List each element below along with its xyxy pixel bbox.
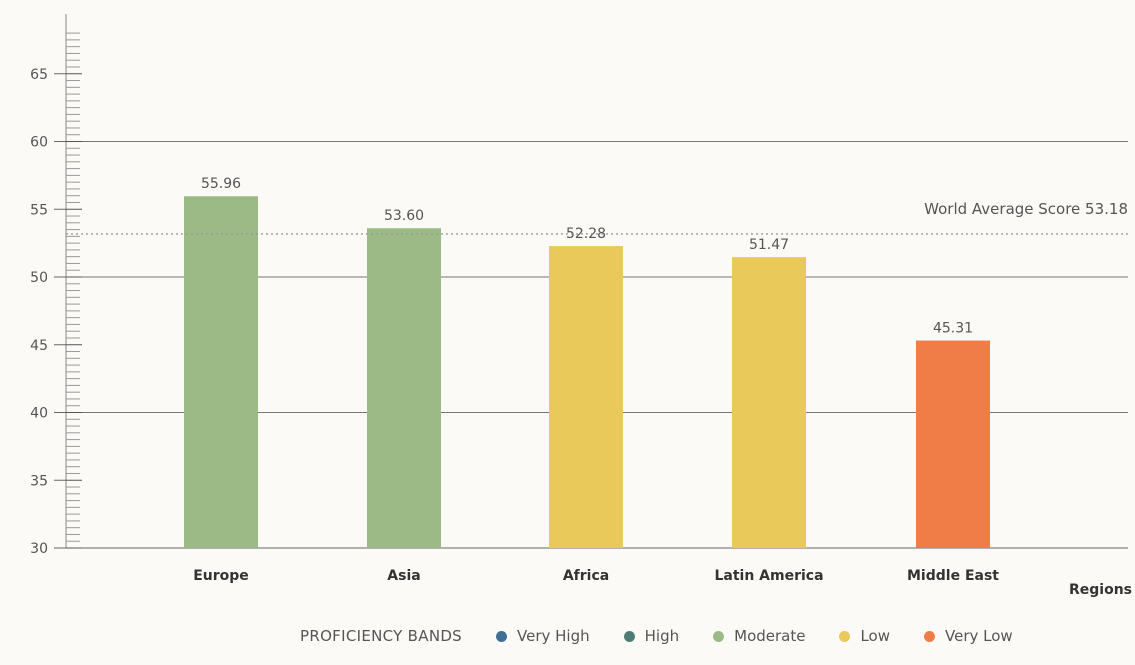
legend-swatch xyxy=(839,630,851,642)
bar-value-label: 51.47 xyxy=(749,237,789,253)
legend-item-high: High xyxy=(623,627,680,645)
legend-swatch xyxy=(713,630,725,642)
bar-europe xyxy=(184,196,258,548)
legend-item-moderate: Moderate xyxy=(713,627,805,645)
reference-line-label: World Average Score 53.18 xyxy=(924,200,1128,218)
category-label: Europe xyxy=(193,568,249,584)
category-label: Latin America xyxy=(714,568,823,584)
y-axis-ruler xyxy=(65,14,82,549)
world-average-line: World Average Score 53.18 xyxy=(66,200,1128,235)
category-label: Asia xyxy=(387,568,420,584)
legend-item-very-low: Very Low xyxy=(924,627,1013,645)
y-tick-label: 45 xyxy=(30,338,48,354)
legend-label: Moderate xyxy=(734,627,806,645)
legend-item-low: Low xyxy=(839,627,890,645)
y-tick-label: 35 xyxy=(30,473,48,489)
category-label: Middle East xyxy=(907,568,999,584)
y-tick-label: 30 xyxy=(30,541,48,557)
category-label: Africa xyxy=(563,568,609,584)
legend-swatch xyxy=(623,630,635,642)
y-axis-tick-labels: 30 35 40 45 50 55 60 65 xyxy=(30,67,66,557)
legend-label: Very High xyxy=(517,627,590,645)
y-tick-label: 60 xyxy=(30,135,48,151)
bar-value-label: 45.31 xyxy=(933,321,973,337)
x-axis-category-labels: Europe Asia Africa Latin America Middle East xyxy=(193,568,999,584)
legend-title: PROFICIENCY BANDS xyxy=(300,627,463,645)
bar-africa xyxy=(549,246,623,548)
legend-label: Low xyxy=(860,627,891,645)
bar-middle-east xyxy=(916,340,990,548)
legend-label: Very Low xyxy=(945,627,1013,645)
legend-label: High xyxy=(644,627,680,645)
x-axis-title: Regions xyxy=(1069,582,1132,598)
legend-swatch xyxy=(496,630,508,642)
bar-value-label: 53.60 xyxy=(384,208,424,224)
bar-asia xyxy=(367,228,441,548)
y-tick-label: 65 xyxy=(30,67,48,83)
y-tick-label: 50 xyxy=(30,270,48,286)
legend-item-very-high: Very High xyxy=(496,627,590,645)
y-tick-label: 55 xyxy=(30,202,48,218)
legend-swatch xyxy=(924,630,936,642)
bar-value-label: 55.96 xyxy=(201,176,241,192)
bar-latin-america xyxy=(732,257,806,548)
legend: PROFICIENCY BANDS Very High High Moderat… xyxy=(300,624,1013,648)
y-tick-label: 40 xyxy=(30,406,48,422)
